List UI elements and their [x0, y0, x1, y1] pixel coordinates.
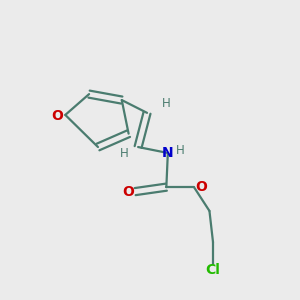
Text: H: H — [120, 147, 129, 160]
Text: O: O — [51, 110, 63, 123]
Text: O: O — [123, 184, 134, 199]
Text: O: O — [195, 180, 207, 194]
Text: H: H — [161, 97, 170, 110]
Text: Cl: Cl — [206, 263, 220, 278]
Text: N: N — [162, 146, 174, 160]
Text: H: H — [176, 143, 185, 157]
